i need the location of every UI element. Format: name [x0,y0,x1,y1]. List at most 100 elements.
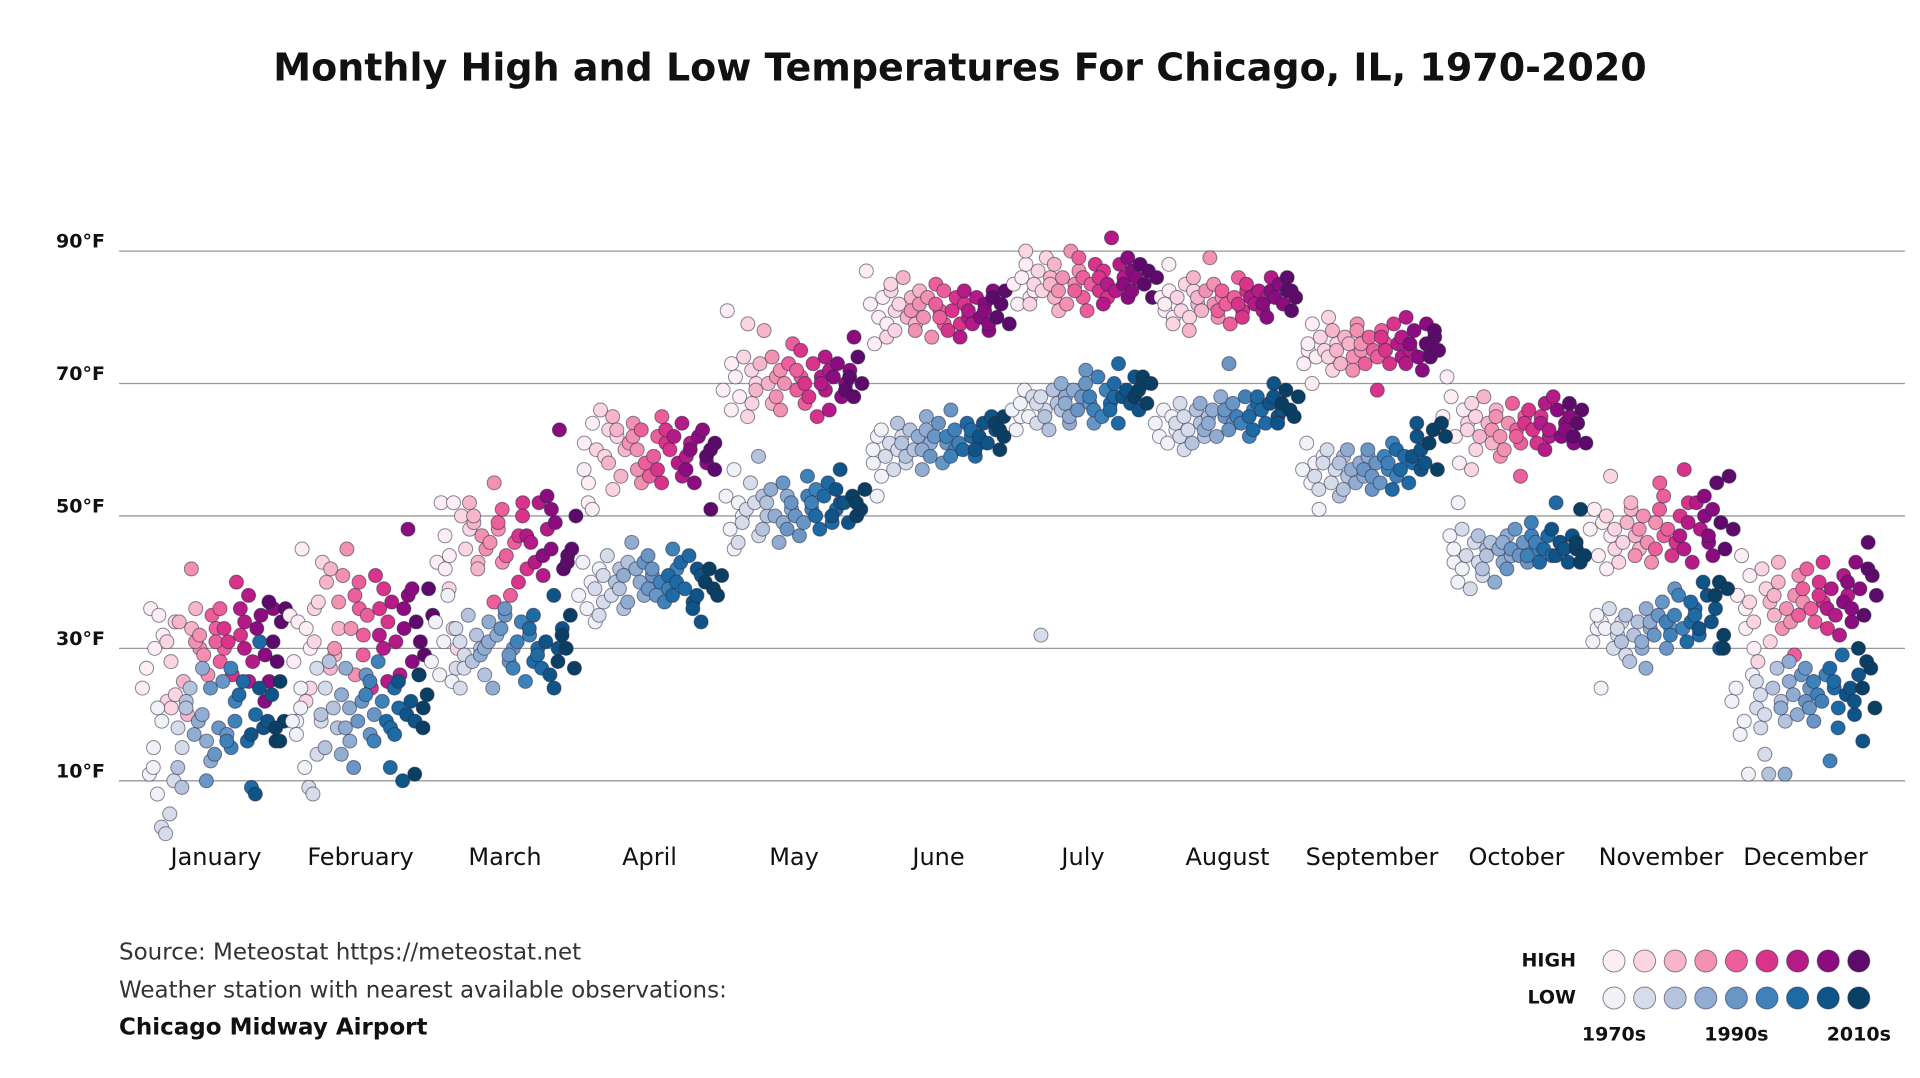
low-point [869,488,885,504]
low-point [387,726,403,742]
high-point [576,435,592,451]
low-point [943,402,959,418]
high-point [1766,587,1782,603]
low-point [1765,680,1781,696]
high-point [1848,554,1864,570]
high-point [1717,541,1733,557]
high-point [740,316,756,332]
low-point [808,508,824,524]
high-point [1631,521,1647,537]
high-point [1169,289,1185,305]
station-name: Chicago Midway Airport [119,1015,428,1041]
low-point [1429,462,1445,478]
high-point [245,654,261,670]
low-point [1826,673,1842,689]
low-point [1131,382,1147,398]
low-point [914,462,930,478]
legend-swatch [1633,949,1657,973]
low-point [272,733,288,749]
low-point [1830,720,1846,736]
low-point [1568,534,1584,550]
low-point [848,495,864,511]
low-point [1667,607,1683,623]
low-point [1106,376,1122,392]
low-point [215,673,231,689]
high-point [1582,521,1598,537]
high-point [1537,442,1553,458]
high-point [1283,283,1299,299]
high-point [355,647,371,663]
low-point [595,568,611,584]
high-point [441,548,457,564]
low-point [334,687,350,703]
high-point [384,594,400,610]
high-point [216,621,232,637]
low-point [194,660,210,676]
low-point [710,587,726,603]
low-point [530,647,546,663]
high-point [895,270,911,286]
high-point [846,389,862,405]
high-point [1549,402,1565,418]
high-point [408,614,424,630]
high-point [1181,323,1197,339]
low-point [1180,422,1196,438]
legend-label: HIGH [1522,950,1576,972]
low-point [562,607,578,623]
high-point [551,422,567,438]
low-point [194,707,210,723]
low-point [681,548,697,564]
high-point [486,594,502,610]
high-point [257,647,273,663]
high-point [470,561,486,577]
high-point [1214,283,1230,299]
y-tick-label: 30°F [56,628,105,650]
low-point [1008,422,1024,438]
low-point [894,435,910,451]
low-point [750,448,766,464]
low-point [1703,614,1719,630]
low-point [763,481,779,497]
low-point [509,634,525,650]
high-point [1578,435,1594,451]
low-point [1609,621,1625,637]
high-point [1095,296,1111,312]
low-point [1474,561,1490,577]
low-point [1662,627,1678,643]
high-point [682,442,698,458]
low-point [1433,415,1449,431]
low-point [333,746,349,762]
low-point [1654,594,1670,610]
chart-title: Monthly High and Low Temperatures For Ch… [273,46,1646,90]
high-point [188,601,204,617]
high-point [1304,316,1320,332]
low-point [1585,634,1601,650]
x-tick-label: July [1059,843,1104,871]
x-tick-label: June [910,843,964,871]
high-point [1426,323,1442,339]
high-point [1705,548,1721,564]
high-point [703,442,719,458]
high-point [249,621,265,637]
low-point [251,680,267,696]
legend-label: LOW [1527,987,1576,1009]
high-point [1652,475,1668,491]
low-point [874,468,890,484]
high-point [171,614,187,630]
low-point [1184,435,1200,451]
low-point [1290,389,1306,405]
legend-tick: 1970s [1582,1024,1646,1046]
high-point [368,568,383,584]
y-tick-label: 90°F [56,231,105,253]
low-point [1646,627,1662,643]
x-tick-label: January [169,843,262,871]
high-point [1762,634,1778,650]
low-point [992,422,1008,438]
high-point [584,501,600,517]
low-point [293,700,309,716]
low-point [293,680,309,696]
high-point [789,362,805,378]
low-point [665,541,681,557]
high-point [1700,528,1716,544]
